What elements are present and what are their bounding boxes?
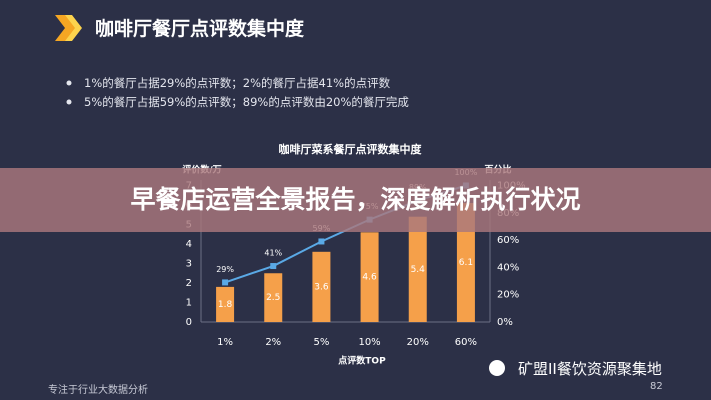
x-tick-label: 1% [217, 337, 233, 348]
y-tick-label: 2 [186, 278, 192, 289]
bar-value-label: 4.6 [362, 273, 377, 283]
title-icon [65, 15, 82, 41]
chart-title: 咖啡厅菜系餐厅点评数集中度 [279, 142, 423, 156]
bar-value-label: 6.1 [459, 258, 473, 268]
wechat-icon [489, 360, 505, 376]
line-marker [270, 263, 277, 270]
line-marker [222, 279, 229, 286]
y2-tick-label: 60% [497, 235, 519, 246]
footer: 专注于行业大数据分析 [48, 385, 148, 396]
x-tick-label: 2% [265, 337, 281, 348]
bar-value-label: 1.8 [218, 300, 233, 310]
y-tick-label: 0 [186, 317, 192, 328]
bar-value-label: 3.6 [314, 282, 329, 292]
bar-value-label: 2.5 [266, 293, 280, 303]
banner: 早餐店运营全景报告，深度解析执行状况 [0, 168, 711, 232]
x-axis-label: 点评数TOP [338, 355, 386, 367]
bar [312, 251, 331, 322]
y2-tick-label: 0% [497, 317, 513, 328]
x-tick-label: 20% [407, 337, 429, 348]
bullet-dot [66, 80, 72, 86]
y2-tick-label: 20% [497, 290, 519, 301]
bar [408, 216, 427, 322]
bar [216, 286, 235, 322]
bar-value-label: 5.4 [411, 265, 426, 275]
bar [360, 232, 379, 322]
y2-tick-label: 40% [497, 262, 519, 273]
y-tick-label: 1 [186, 298, 192, 309]
x-tick-label: 60% [455, 337, 477, 348]
slide-title: 咖啡厅餐厅点评数集中度 [95, 18, 305, 40]
bar [264, 273, 283, 322]
line-marker [318, 238, 325, 245]
page-number: 82 [650, 381, 663, 392]
line-value-label: 41% [264, 249, 282, 258]
x-tick-label: 10% [358, 337, 380, 348]
bullet-dot [66, 99, 72, 105]
bullet: 1%的餐厅占据29%的点评数；2%的餐厅占据41%的点评数 [84, 76, 391, 90]
y-tick-label: 3 [186, 259, 192, 270]
bullet: 5%的餐厅占据59%的点评数；89%的点评数由20%的餐厅完成 [84, 95, 409, 109]
line-value-label: 29% [216, 265, 234, 274]
watermark: 矿盟II餐饮资源聚集地 [518, 360, 662, 378]
y-tick-label: 4 [186, 239, 192, 250]
bar [456, 203, 475, 322]
x-tick-label: 5% [313, 337, 329, 348]
